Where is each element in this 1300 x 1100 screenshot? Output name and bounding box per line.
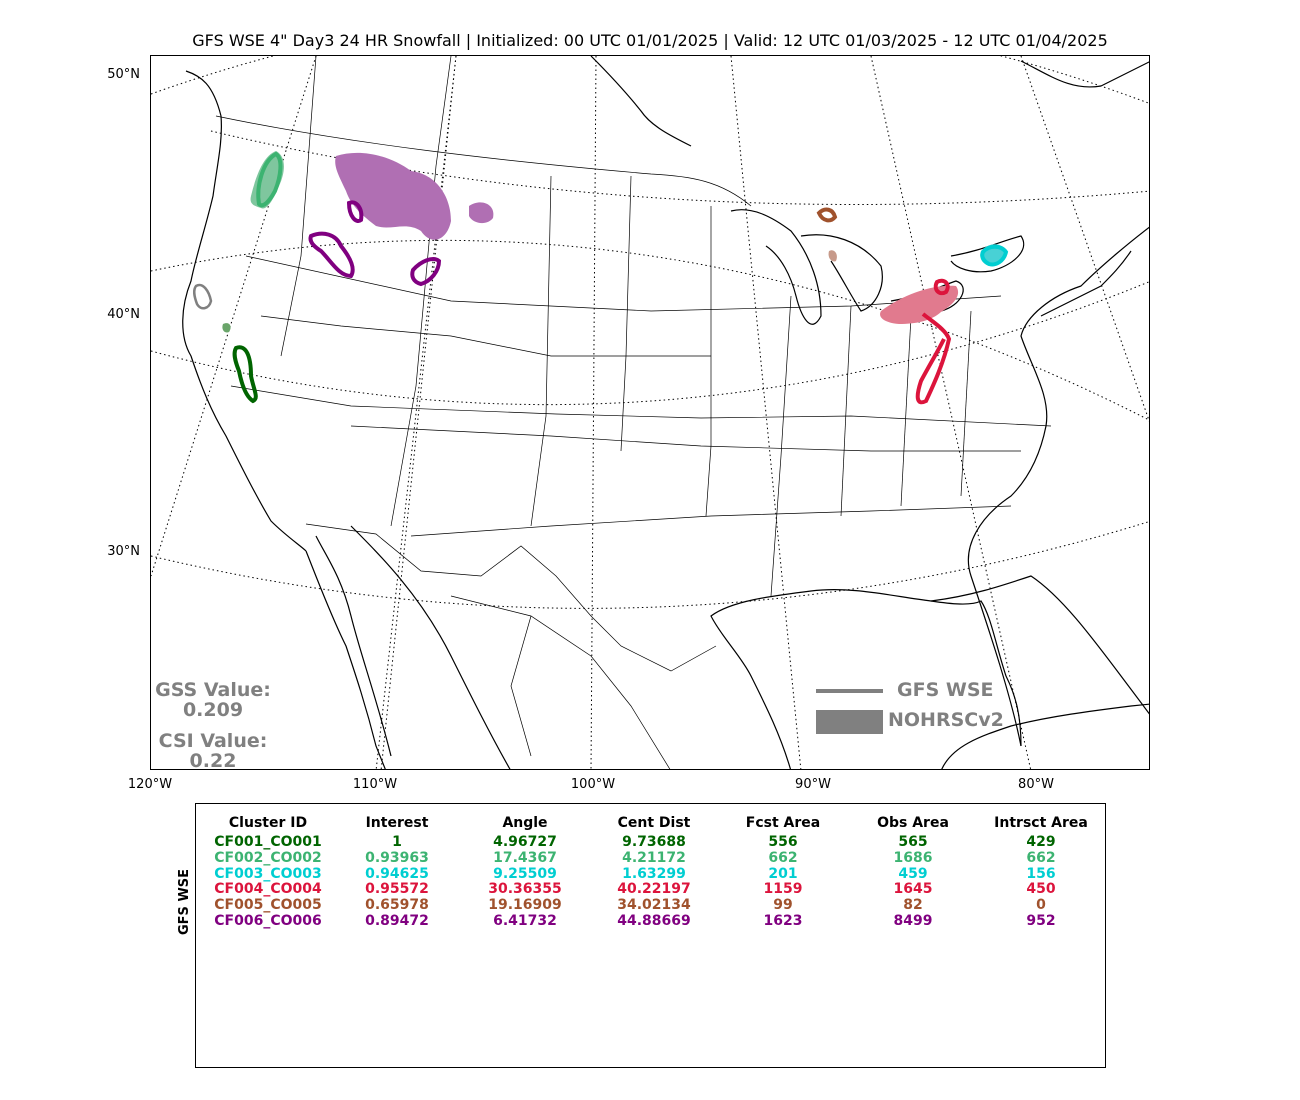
- parallel-50n: [151, 56, 1149, 104]
- table-cell-intrsct-area: 429: [1026, 834, 1056, 850]
- table-cell-fcst-area: 556: [768, 834, 798, 850]
- forecast-outline-cluster-4b: [933, 278, 950, 296]
- table-cell-angle: 19.16909: [488, 897, 562, 914]
- table-cell-cent-dist: 1.63299: [622, 865, 686, 882]
- csi-value: 0.22: [189, 750, 237, 772]
- table-cell-fcst-area: 1623: [763, 913, 803, 929]
- forecast-outline-cluster-5: [816, 207, 838, 223]
- meridian-115w: [151, 56, 317, 577]
- map-title: GFS WSE 4" Day3 24 HR Snowfall | Initial…: [192, 31, 1108, 50]
- gss-value: 0.209: [182, 699, 244, 721]
- meridian-90w: [730, 56, 802, 769]
- forecast-outline-cluster-1: [232, 345, 258, 404]
- table-cell-intrsct-area: 662: [1026, 849, 1056, 866]
- stats-table: [195, 803, 1106, 1068]
- observed-area-cluster-5: [828, 250, 837, 262]
- forecast-outlines: [232, 151, 1009, 405]
- table-cell-angle: 9.25509: [493, 865, 557, 882]
- csi-label: CSI Value:: [158, 730, 268, 752]
- table-cell-interest: 0.89472: [365, 913, 429, 929]
- table-cell-obs-area: 565: [898, 834, 928, 850]
- table-cell-cluster-id: CF006_CO006: [214, 913, 322, 929]
- table-cell-cluster-id: CF005_CO005: [214, 897, 322, 914]
- table-cell-angle: 17.4367: [493, 849, 557, 866]
- meridian-110w: [380, 56, 457, 769]
- table-cell-intrsct-area: 952: [1026, 913, 1056, 929]
- table-cell-interest: 0.95572: [365, 881, 429, 898]
- table-cell-fcst-area: 99: [773, 897, 793, 914]
- forecast-outline-cluster-6c: [410, 257, 442, 287]
- table-cell-cluster-id: CF002_CO002: [214, 849, 322, 866]
- lat-label-40: 40°N: [107, 307, 140, 322]
- table-cell-cluster-id: CF004_CO004: [214, 881, 322, 898]
- table-cell-cluster-id: CF003_CO003: [214, 865, 322, 882]
- header-obs-area: Obs Area: [877, 815, 949, 831]
- header-angle: Angle: [502, 815, 548, 831]
- forecast-outline-cluster-6b: [346, 200, 364, 223]
- parallel-40n-b: [151, 281, 1149, 406]
- table-cell-intrsct-area: 0: [1036, 897, 1046, 914]
- table-cell-angle: 30.36355: [488, 881, 562, 898]
- observed-area-cluster-1: [222, 323, 231, 333]
- lon-label-110w: 110°W: [352, 777, 398, 792]
- table-cell-interest: 0.93963: [365, 849, 429, 866]
- table-cell-angle: 6.41732: [493, 913, 557, 929]
- table-cell-obs-area: 8499: [893, 913, 933, 929]
- forecast-outline-cluster-3: [980, 244, 1009, 267]
- observed-area-cluster-6: [335, 152, 451, 240]
- map-panel: [150, 55, 1150, 770]
- lat-label-50: 50°N: [107, 67, 140, 82]
- table-cell-cent-dist: 4.21172: [622, 849, 686, 866]
- table-cell-interest: 1: [392, 834, 402, 850]
- parallel-30n: [151, 521, 1149, 609]
- gss-label: GSS Value:: [155, 679, 271, 701]
- table-ylabel: GFS WSE: [177, 868, 192, 935]
- observed-area-cluster-6b: [469, 202, 494, 224]
- lat-label-30: 30°N: [107, 544, 140, 559]
- header-intrsct-area: Intrsct Area: [994, 815, 1088, 831]
- lon-label-120w: 120°W: [127, 777, 173, 792]
- political-borders: [215, 56, 1052, 769]
- table-cell-fcst-area: 1159: [763, 881, 803, 898]
- legend-observed-swatch: [816, 710, 883, 734]
- table-cell-intrsct-area: 450: [1026, 881, 1056, 898]
- meridian-85w: [870, 56, 1032, 769]
- forecast-outline-cluster-2: [256, 151, 283, 208]
- graticule: [151, 56, 1149, 769]
- table-cell-intrsct-area: 156: [1026, 865, 1056, 882]
- lon-label-90w: 90°W: [795, 777, 831, 792]
- table-cell-cent-dist: 34.02134: [617, 897, 691, 914]
- header-interest: Interest: [365, 815, 429, 831]
- table-cell-fcst-area: 662: [768, 849, 798, 866]
- lon-label-80w: 80°W: [1018, 777, 1054, 792]
- coastline: [182, 56, 1149, 769]
- table-cell-fcst-area: 201: [768, 865, 798, 882]
- lon-label-100w: 100°W: [570, 777, 616, 792]
- map-canvas: [151, 56, 1149, 769]
- table-cell-cent-dist: 40.22197: [617, 881, 691, 898]
- meridian-110w-a: [375, 56, 457, 769]
- header-cent-dist: Cent Dist: [617, 815, 691, 831]
- table-cell-obs-area: 1686: [893, 849, 933, 866]
- table-cell-obs-area: 1645: [893, 881, 933, 898]
- header-fcst-area: Fcst Area: [745, 815, 821, 831]
- meridian-75w: [1020, 56, 1149, 422]
- table-cell-obs-area: 459: [898, 865, 928, 882]
- observed-area-cluster-4: [880, 285, 959, 324]
- unmatched-forecast-outline: [192, 283, 213, 310]
- table-cell-angle: 4.96727: [493, 834, 557, 850]
- legend-observed-label: NOHRSCv2: [888, 709, 1004, 731]
- forecast-outline-cluster-4a: [915, 312, 952, 405]
- table-cell-cent-dist: 9.73688: [622, 834, 686, 850]
- table-cell-cluster-id: CF001_CO001: [214, 834, 322, 850]
- table-cell-cent-dist: 44.88669: [617, 913, 691, 929]
- table-cell-obs-area: 82: [903, 897, 923, 914]
- meridian-100w: [590, 56, 597, 769]
- forecast-outline-cluster-6a: [308, 231, 355, 279]
- legend-forecast-label: GFS WSE: [897, 679, 994, 701]
- table-cell-interest: 0.94625: [365, 865, 429, 882]
- table-cell-interest: 0.65978: [365, 897, 429, 914]
- header-cluster-id: Cluster ID: [228, 815, 308, 831]
